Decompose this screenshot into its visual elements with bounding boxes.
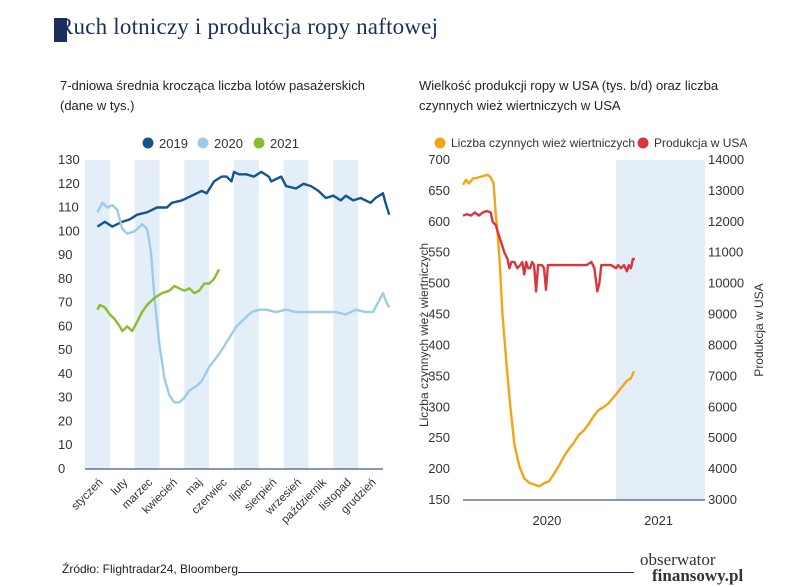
- legend-label-production: Produkcja w USA: [654, 136, 747, 150]
- legend-marker-rigs: [434, 137, 446, 149]
- y-left-tick-label: 700: [428, 152, 450, 167]
- y-tick-label: 20: [58, 413, 72, 428]
- source-note: Źródło: Flightradar24, Bloomberg: [62, 562, 239, 576]
- y-right-tick-label: 6000: [708, 399, 737, 414]
- y-left-tick-label: 550: [428, 245, 450, 260]
- y-tick-label: 70: [58, 295, 72, 310]
- logo-line1: obserwator: [640, 550, 716, 569]
- y-right-tick-label: 3000: [708, 492, 737, 507]
- y-left-tick-label: 500: [428, 276, 450, 291]
- oil-chart: 150 200 250 300 350 400 450 500 550 600 650 700 3000…: [417, 136, 766, 528]
- y-left-tick-label: 200: [428, 461, 450, 476]
- left-chart-title-line1: 7-dniowa średnia krocząca liczba lotów p…: [60, 78, 365, 93]
- right-chart-title-line1: Wielkość produkcji ropy w USA (tys. b/d)…: [419, 78, 719, 93]
- y-right-axis-title: Produkcja w USA: [752, 283, 766, 376]
- y-tick-label: 90: [58, 247, 72, 262]
- series-line-rigs: [461, 173, 635, 488]
- y-left-tick-label: 150: [428, 492, 450, 507]
- y-tick-label: 50: [58, 342, 72, 357]
- month-band: [184, 160, 210, 469]
- left-chart-title: 7-dniowa średnia krocząca liczba lotów p…: [60, 76, 365, 116]
- y-right-tick-label: 5000: [708, 430, 737, 445]
- y-tick-label: 40: [58, 366, 72, 381]
- x-tick-label: 2021: [644, 513, 673, 528]
- year-2021-band: [616, 160, 705, 500]
- flights-chart: 0 10 20 30 40 50 60 70 80 90 100 110 120 130 styczeń lu…: [58, 136, 391, 526]
- series-line-2020: [96, 201, 391, 404]
- y-tick-label: 120: [58, 176, 80, 191]
- legend-label-2020: 2020: [214, 136, 243, 151]
- y-left-tick-label: 600: [428, 214, 450, 229]
- y-left-tick-label: 400: [428, 337, 450, 352]
- footer-divider: [238, 572, 634, 573]
- y-left-tick-label: 450: [428, 307, 450, 322]
- month-band: [283, 160, 309, 469]
- right-chart-title-line2: czynnych wież wiertniczych w USA: [419, 98, 621, 113]
- y-tick-label: 60: [58, 318, 72, 333]
- y-tick-label: 100: [58, 223, 80, 238]
- logo-line2: finansowy.pl: [652, 566, 744, 585]
- y-right-tick-label: 4000: [708, 461, 737, 476]
- x-tick-label: 2020: [532, 513, 561, 528]
- series-line-2021: [96, 268, 221, 333]
- y-right-tick-label: 14000: [708, 152, 744, 167]
- title-accent: [54, 18, 67, 42]
- page-title: Ruch lotniczy i produkcja ropy naftowej: [58, 14, 439, 39]
- header: Ruch lotniczy i produkcja ropy naftowej: [0, 0, 805, 50]
- y-tick-label: 10: [58, 437, 72, 452]
- y-tick-label: 80: [58, 271, 72, 286]
- legend-label-2019: 2019: [159, 136, 188, 151]
- legend-marker-2020: [197, 137, 209, 149]
- y-right-tick-label: 13000: [708, 183, 744, 198]
- right-chart-panel: Wielkość produkcji ropy w USA (tys. b/d)…: [401, 50, 771, 587]
- y-tick-label: 30: [58, 390, 72, 405]
- right-chart-title: Wielkość produkcji ropy w USA (tys. b/d)…: [419, 76, 718, 116]
- legend-label-2021: 2021: [270, 136, 299, 151]
- y-left-axis-title: Liczba czynnych wież wiertniczych: [417, 243, 431, 427]
- y-left-tick-label: 350: [428, 368, 450, 383]
- y-left-tick-label: 250: [428, 430, 450, 445]
- x-tick-label: luty: [109, 476, 130, 497]
- y-right-tick-label: 10000: [708, 276, 744, 291]
- y-tick-label: 130: [58, 152, 80, 167]
- y-right-tick-label: 11000: [708, 245, 743, 260]
- y-right-tick-label: 12000: [708, 214, 744, 229]
- series-line-production: [462, 209, 635, 293]
- y-tick-label: 110: [58, 200, 79, 215]
- legend-label-rigs: Liczba czynnych wież wiertniczych: [451, 136, 635, 150]
- legend-marker-2021: [253, 137, 265, 149]
- month-band: [234, 160, 259, 469]
- y-tick-label: 0: [58, 461, 65, 476]
- legend-marker-2019: [142, 137, 154, 149]
- left-chart-title-line2: (dane w tys.): [60, 98, 135, 113]
- series-line-2019: [96, 170, 391, 228]
- y-right-tick-label: 9000: [708, 307, 737, 322]
- legend-marker-production: [637, 137, 649, 149]
- y-left-tick-label: 300: [428, 399, 450, 414]
- y-right-tick-label: 7000: [708, 368, 737, 383]
- y-left-tick-label: 650: [428, 183, 450, 198]
- x-tick-label: styczeń: [69, 477, 105, 513]
- y-right-tick-label: 8000: [708, 337, 737, 352]
